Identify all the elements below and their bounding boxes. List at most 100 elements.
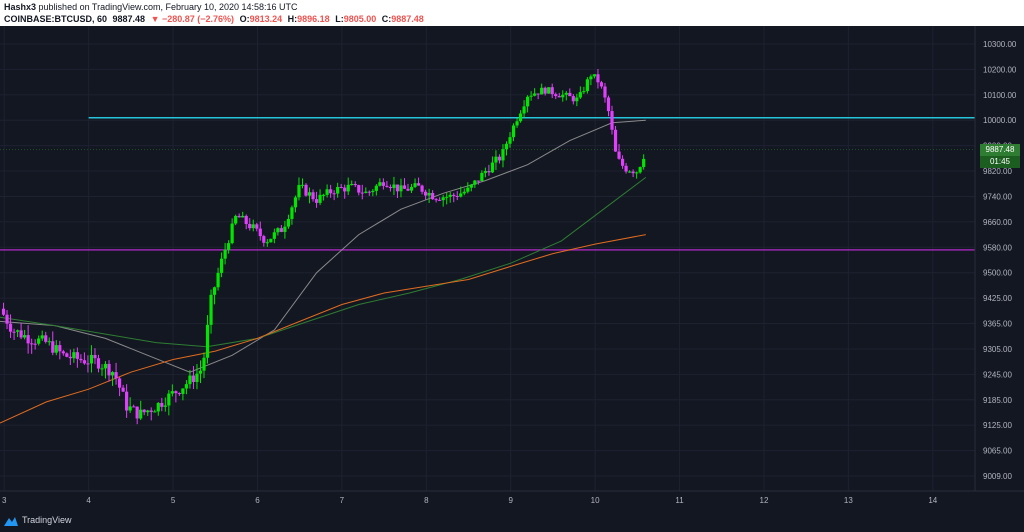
candle-up	[522, 106, 526, 114]
price-tick-label: 10100.00	[983, 91, 1017, 100]
symbol-label: COINBASE:BTCUSD, 60	[4, 14, 108, 24]
candle-up	[170, 391, 174, 394]
candle-up	[234, 215, 238, 224]
candle-up	[561, 94, 565, 98]
candle-down	[177, 393, 181, 395]
candle-down	[610, 111, 614, 130]
candle-up	[392, 184, 396, 189]
candle-down	[191, 375, 196, 383]
candle-up	[575, 97, 579, 102]
time-tick-label: 9	[508, 496, 513, 505]
candle-down	[149, 410, 153, 413]
candle-down	[114, 372, 118, 379]
candle-up	[445, 196, 449, 198]
candle-down	[26, 335, 30, 344]
close-label: C:	[381, 14, 392, 24]
price-tick-label: 9500.00	[983, 269, 1012, 278]
tradingview-logo-icon	[4, 514, 18, 526]
candle-down	[381, 182, 385, 186]
candle-up	[216, 272, 220, 288]
price-axis[interactable]: 10300.0010200.0010100.0010000.009900.009…	[974, 26, 1017, 491]
candle-up	[635, 172, 639, 174]
candle-up	[399, 185, 403, 192]
candle-up	[462, 191, 466, 194]
candle-up	[265, 242, 269, 244]
candle-down	[452, 194, 456, 197]
candle-down	[416, 183, 421, 186]
candle-up	[511, 125, 516, 138]
candle-up	[585, 79, 589, 92]
candle-down	[385, 185, 389, 187]
candle-up	[409, 186, 414, 191]
candle-down	[258, 228, 262, 237]
candle-up	[540, 87, 544, 95]
candle-up	[483, 171, 487, 173]
candle-down	[135, 406, 139, 419]
price-tick-label: 9425.00	[983, 294, 1012, 303]
candle-up	[564, 92, 568, 95]
candle-down	[33, 343, 37, 345]
candle-up	[642, 158, 646, 168]
candle-down	[423, 191, 428, 196]
time-tick-label: 12	[760, 496, 769, 505]
close-value: 9887.48	[391, 14, 424, 24]
candle-down	[93, 354, 97, 359]
candle-down	[30, 343, 34, 345]
candle-up	[156, 402, 160, 412]
candle-up	[518, 113, 523, 122]
candle-up	[163, 405, 167, 407]
author-name[interactable]: Hashx3	[4, 2, 37, 12]
candle-down	[12, 331, 16, 333]
candle-up	[508, 137, 512, 144]
price-tick-label: 9365.00	[983, 320, 1012, 329]
candle-down	[248, 223, 252, 229]
candle-down	[455, 196, 459, 198]
price-tick-label: 9305.00	[983, 345, 1012, 354]
time-tick-label: 8	[424, 496, 429, 505]
candle-up	[582, 91, 586, 93]
candle-up	[533, 93, 537, 96]
candle-up	[241, 215, 245, 218]
horizontal-levels[interactable]	[0, 116, 975, 251]
candlesticks	[1, 68, 646, 425]
candle-up	[89, 354, 94, 364]
candle-down	[431, 192, 435, 200]
time-tick-label: 10	[591, 496, 600, 505]
candle-up	[318, 194, 322, 203]
candle-down	[311, 192, 315, 200]
candle-up	[227, 243, 231, 250]
candle-up	[297, 184, 301, 198]
time-axis[interactable]: 3 4 5 6 7 8 9 10 11 12 13 14	[0, 490, 1024, 505]
candle-down	[65, 353, 69, 357]
candle-up	[364, 191, 368, 193]
candle-up	[427, 192, 431, 196]
candle-up	[15, 330, 20, 332]
candle-up	[578, 92, 582, 98]
candle-down	[174, 391, 178, 394]
candle-up	[378, 182, 382, 186]
candle-down	[406, 188, 410, 191]
publish-line: Hashx3 published on TradingView.com, Feb…	[4, 2, 298, 12]
price-tick-label: 9009.00	[983, 472, 1012, 481]
candle-down	[255, 224, 259, 229]
price-chart[interactable]: 10300.0010200.0010100.0010000.009900.009…	[0, 26, 1024, 531]
tradingview-brand[interactable]: TradingView	[4, 513, 72, 527]
candle-down	[262, 236, 266, 243]
candle-down	[596, 74, 600, 83]
candle-down	[8, 323, 13, 332]
candle-down	[599, 82, 604, 87]
time-tick-label: 14	[928, 496, 937, 505]
candle-up	[300, 184, 305, 186]
ma-gray-line	[0, 119, 646, 373]
price-tick-label: 9740.00	[983, 192, 1012, 201]
candle-up	[198, 370, 203, 374]
candle-up	[459, 193, 463, 197]
candle-up	[589, 76, 593, 80]
candle-up	[276, 228, 280, 233]
candle-down	[329, 189, 333, 194]
time-tick-label: 7	[340, 496, 345, 505]
candle-up	[466, 187, 470, 192]
candle-down	[237, 215, 241, 218]
candle-up	[110, 372, 115, 376]
candle-down	[624, 165, 628, 172]
